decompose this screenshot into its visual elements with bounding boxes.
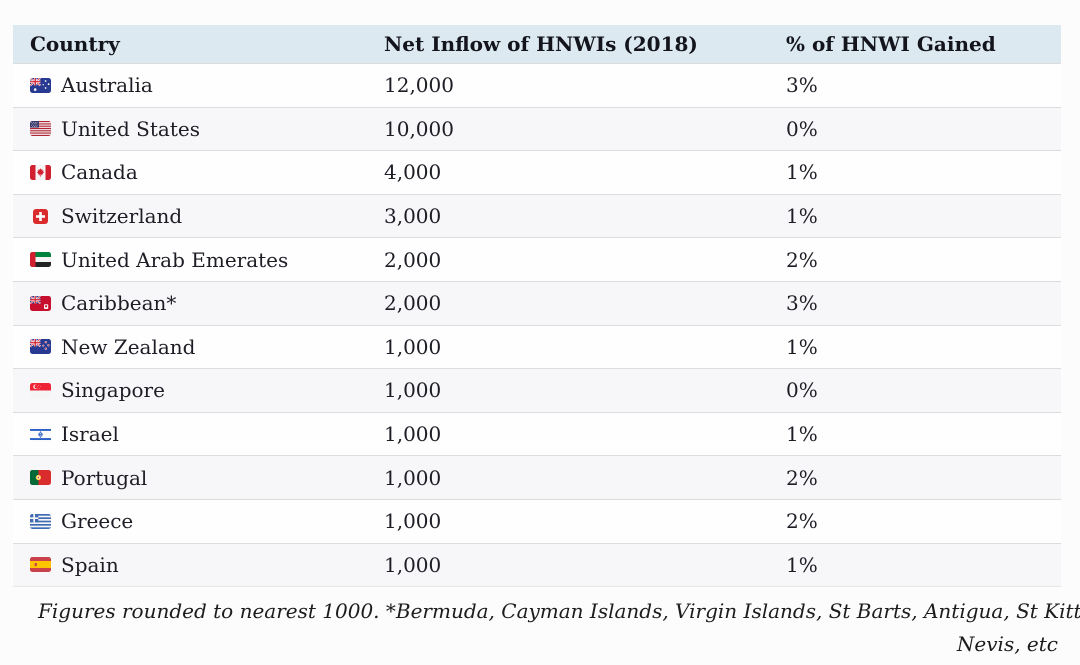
country-label: Spain [61, 552, 119, 577]
table-row: New Zealand 1,000 1% [13, 324, 1061, 369]
country-cell: United States [13, 117, 384, 141]
country-cell: Spain [13, 553, 384, 577]
inflow-value: 2,000 [384, 247, 442, 272]
flag-canada-icon [30, 164, 51, 180]
inflow-value: 3,000 [384, 204, 442, 229]
country-label: United States [61, 116, 200, 141]
table-body: Australia 12,000 3% United States 10,000… [13, 63, 1061, 588]
inflow-value: 2,000 [384, 291, 442, 316]
country-label: Australia [61, 73, 153, 98]
pct-value: 1% [786, 422, 818, 447]
table-footnote: Figures rounded to nearest 1000. *Bermud… [38, 595, 1080, 661]
pct-value: 0% [786, 378, 818, 403]
footnote-line-2: Nevis, etc [956, 632, 1058, 656]
flag-new-zealand-icon [30, 339, 51, 355]
pct-value: 2% [786, 247, 818, 272]
pct-value: 2% [786, 465, 818, 490]
country-label: Switzerland [61, 204, 183, 229]
pct-value: 2% [786, 509, 818, 534]
pct-value: 3% [786, 73, 818, 98]
table-row: Caribbean* 2,000 3% [13, 280, 1061, 325]
country-label: Caribbean* [61, 291, 177, 316]
inflow-value: 1,000 [384, 334, 442, 359]
table-row: Canada 4,000 1% [13, 150, 1061, 194]
inflow-value: 1,000 [384, 378, 442, 403]
inflow-value: 1,000 [384, 509, 442, 534]
flag-greece-icon [30, 513, 51, 529]
flag-singapore-icon [30, 382, 51, 398]
country-label: Canada [61, 160, 138, 185]
table-row: Switzerland 3,000 1% [13, 193, 1061, 238]
flag-united-states-icon [30, 121, 51, 137]
country-cell: Greece [13, 509, 384, 533]
table-row: Singapore 1,000 0% [13, 368, 1061, 412]
inflow-value: 10,000 [384, 116, 454, 141]
table-row: United Arab Emerates 2,000 2% [13, 237, 1061, 281]
inflow-value: 1,000 [384, 422, 442, 447]
inflow-value: 4,000 [384, 160, 442, 185]
country-label: Portugal [61, 465, 148, 490]
country-label: Singapore [61, 378, 165, 403]
flag-israel-icon [30, 426, 51, 442]
country-cell: Switzerland [13, 204, 384, 228]
table-row: United States 10,000 0% [13, 106, 1061, 151]
pct-value: 1% [786, 160, 818, 185]
country-label: New Zealand [61, 334, 196, 359]
flag-portugal-icon [30, 470, 51, 486]
column-header-net-inflow: Net Inflow of HNWIs (2018) [384, 32, 698, 56]
pct-value: 0% [786, 116, 818, 141]
table-row: Greece 1,000 2% [13, 498, 1061, 543]
footnote-line-1: Figures rounded to nearest 1000. *Bermud… [38, 599, 1080, 623]
country-cell: Israel [13, 422, 384, 446]
country-label: Israel [61, 422, 119, 447]
country-cell: Caribbean* [13, 291, 384, 315]
table-row: Spain 1,000 1% [13, 542, 1061, 587]
column-header-pct-gained: % of HNWI Gained [786, 32, 996, 56]
flag-australia-icon [30, 77, 51, 93]
flag-uae-icon [30, 252, 51, 268]
country-cell: Singapore [13, 378, 384, 402]
inflow-value: 1,000 [384, 465, 442, 490]
country-label: Greece [61, 509, 134, 534]
inflow-value: 12,000 [384, 73, 454, 98]
country-cell: Canada [13, 160, 384, 184]
country-cell: United Arab Emerates [13, 248, 384, 272]
hnwi-table: Country Net Inflow of HNWIs (2018) % of … [13, 25, 1061, 588]
column-header-country: Country [30, 32, 120, 56]
table-row: Israel 1,000 1% [13, 411, 1061, 456]
flag-spain-icon [30, 557, 51, 573]
flag-bermuda-icon [30, 295, 51, 311]
country-cell: Australia [13, 73, 384, 97]
pct-value: 1% [786, 552, 818, 577]
flag-switzerland-icon [30, 208, 51, 224]
country-label: United Arab Emerates [61, 247, 289, 272]
country-cell: Portugal [13, 466, 384, 490]
inflow-value: 1,000 [384, 552, 442, 577]
table-header-row: Country Net Inflow of HNWIs (2018) % of … [13, 25, 1061, 63]
table-row: Australia 12,000 3% [13, 63, 1061, 107]
country-cell: New Zealand [13, 335, 384, 359]
pct-value: 1% [786, 334, 818, 359]
table-row: Portugal 1,000 2% [13, 455, 1061, 499]
pct-value: 1% [786, 204, 818, 229]
pct-value: 3% [786, 291, 818, 316]
